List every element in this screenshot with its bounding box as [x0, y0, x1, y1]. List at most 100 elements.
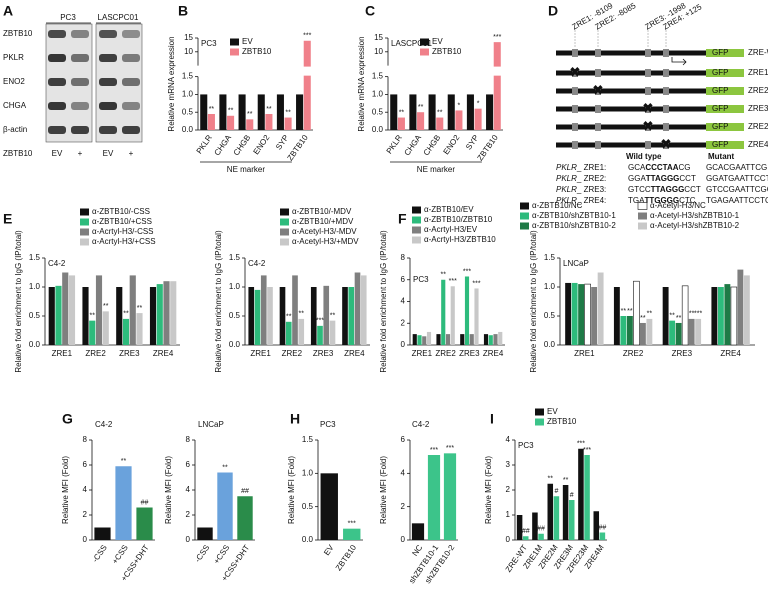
legend-swatch [637, 202, 648, 210]
y-tick-label: 1.5 [302, 435, 314, 444]
construct-label: ZRE23M [748, 122, 768, 131]
promoter-line [556, 88, 706, 94]
blot-row-label: CHGA [3, 101, 27, 110]
legend-label: EV [547, 407, 558, 416]
site: _ ZRE2: [576, 174, 606, 183]
y-tick-label: 0.5 [229, 311, 241, 320]
x-tick-label: ZRE3 [313, 349, 334, 358]
significance: ** [228, 108, 234, 115]
y-axis-label: Relative MFI (Fold) [61, 456, 70, 524]
bar [354, 272, 361, 345]
y-tick-label: 0.0 [372, 125, 384, 134]
bar [320, 473, 338, 540]
y-tick-label: 6 [83, 460, 88, 469]
significance: ** [123, 311, 129, 318]
y-tick-label: 1.0 [544, 282, 556, 291]
chart-title: C4-2 [48, 259, 66, 268]
site-box [572, 69, 578, 77]
bar [493, 334, 498, 345]
bar [675, 322, 682, 345]
gene: PKLR [556, 196, 577, 205]
y-tick-label: 6 [401, 435, 406, 444]
legend-label: α-ZBTB10/shZBTB10-1 [532, 211, 616, 220]
significance: ** [647, 311, 653, 318]
x-tick-label: ZRE3 [672, 349, 693, 358]
significance: ** [285, 109, 291, 116]
y-tick-label: 4 [83, 485, 88, 494]
promoter-line [556, 124, 706, 130]
significance: ** [247, 111, 253, 118]
legend-label: ZBTB10 [547, 417, 577, 426]
bar [82, 287, 89, 345]
gfp-label: GFP [712, 68, 728, 77]
construct-label: ZRE1M [748, 68, 768, 77]
y-tick-label: 4 [186, 485, 191, 494]
x-tick-label: ZBTB10 [476, 133, 501, 163]
chart-title: PC3 [201, 39, 217, 48]
significance: ** [286, 314, 292, 321]
bar [200, 94, 208, 130]
significance: ** [103, 303, 109, 310]
significance: ## [241, 488, 249, 495]
significance: ** [330, 312, 336, 319]
bar [447, 94, 455, 130]
blot-row-label: β-actin [3, 125, 27, 134]
legend-swatch [412, 226, 421, 234]
site-box [595, 87, 601, 95]
bar [227, 115, 235, 130]
bar [737, 269, 744, 345]
bar [89, 320, 96, 345]
y-axis-label: Relative MFI (Fold) [484, 456, 493, 524]
blot-band [48, 102, 66, 110]
legend-swatch [420, 38, 429, 46]
bar [55, 285, 62, 345]
y-tick-label: 1.5 [372, 72, 384, 81]
bar [265, 113, 273, 130]
site-box [663, 123, 669, 131]
significance: *** [446, 445, 454, 452]
bar [460, 334, 465, 345]
mutant-seq: GGATGAATTCCT [706, 174, 768, 183]
bar [717, 287, 724, 345]
group-label: NE marker [417, 165, 456, 174]
y-tick-label: 2 [506, 485, 511, 494]
bar [170, 281, 177, 345]
significance: ## [522, 528, 530, 535]
blot-band [122, 30, 140, 38]
mutation-mark: ✖ [661, 136, 672, 151]
bar [474, 288, 479, 345]
x-tick-label: NC [410, 543, 424, 558]
gfp-box [706, 141, 744, 149]
bar [68, 275, 76, 345]
blot-row-label: PKLR [3, 53, 24, 62]
bar [343, 528, 361, 540]
y-axis-label: Relative MFI (Fold) [287, 456, 296, 524]
bar [237, 496, 253, 540]
blot-band [48, 30, 66, 38]
wild-seq: GTCCTTAGGGCCT [628, 185, 701, 194]
y-tick-label: 2 [83, 510, 88, 519]
bar [743, 275, 750, 345]
significance: ** [640, 315, 646, 322]
gene: PKLR [556, 163, 577, 172]
blot-band [99, 54, 117, 62]
significance: ** [121, 458, 127, 465]
site-box [595, 105, 601, 113]
blot-band [122, 102, 140, 110]
significance: *** [583, 447, 591, 454]
significance: *** [694, 311, 702, 318]
y-axis-label: Relative fold enrichment to IgG (IP/tota… [379, 230, 388, 373]
y-axis-label: Relative MFI (Fold) [164, 456, 173, 524]
gfp-box [706, 69, 744, 77]
chart-title: LASCPC01 [391, 39, 432, 48]
bar [254, 289, 261, 345]
significance: *** [577, 441, 585, 448]
y-axis-label: Relative mRNA expression [167, 36, 176, 131]
y-tick-label: 6 [401, 275, 406, 284]
y-tick-label: 1.0 [182, 90, 194, 99]
bar [469, 334, 474, 345]
y-tick-label: 0.5 [372, 107, 384, 116]
bar [219, 94, 227, 130]
bar [483, 334, 489, 345]
construct-label: ZRE2M [748, 86, 768, 95]
